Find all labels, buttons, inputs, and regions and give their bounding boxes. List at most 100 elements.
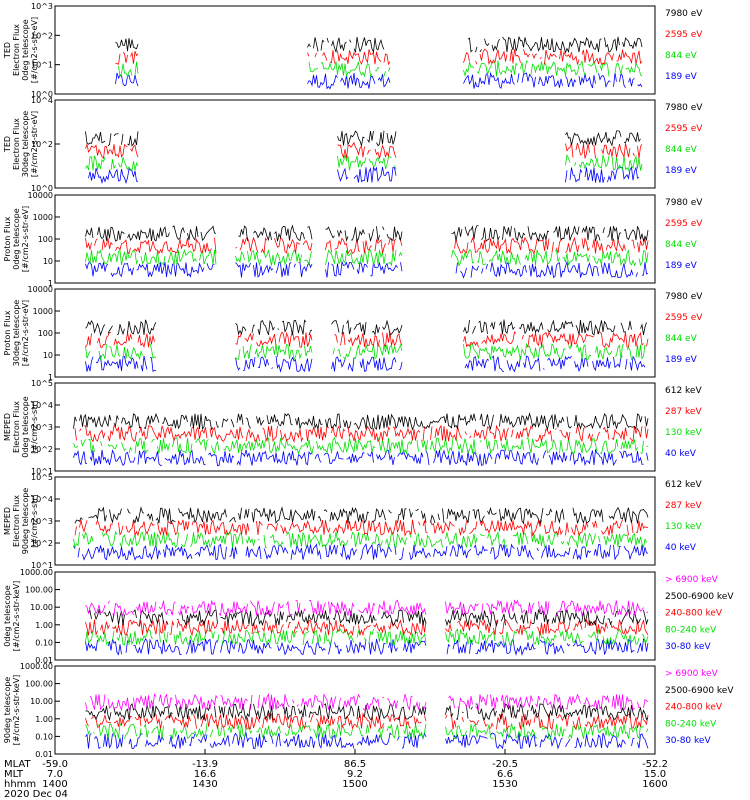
series-line-2 bbox=[74, 424, 649, 443]
y-tick-label: 1000.00 bbox=[20, 568, 53, 577]
y-axis-label: 0deg telescope bbox=[21, 396, 30, 457]
series-line-3 bbox=[85, 153, 643, 172]
footer-hhmm-value: 1400 bbox=[42, 779, 67, 790]
y-axis-label: TED bbox=[3, 42, 12, 59]
y-axis-label: 30deg telescope bbox=[12, 300, 21, 367]
legend-entry: 2595 eV bbox=[665, 30, 703, 40]
y-axis-label: [#/cm2-s-str-eV] bbox=[21, 300, 30, 366]
y-axis-label: Proton Flux bbox=[3, 216, 12, 261]
legend-entry: 2595 eV bbox=[665, 313, 703, 323]
legend-entry: 189 eV bbox=[665, 355, 698, 365]
y-axis-label: MEPED bbox=[3, 413, 12, 441]
panel-2: 10^0 10^2 10^4 TED Electron Flux 30deg telesc… bbox=[3, 96, 703, 193]
series-line-3 bbox=[118, 59, 643, 78]
y-axis-label: 90deg telescope bbox=[21, 488, 30, 555]
legend-entry: 2500-6900 keV bbox=[665, 686, 734, 696]
y-tick-label: 10^3 bbox=[31, 517, 53, 526]
y-tick-label: 100.00 bbox=[25, 586, 53, 595]
y-tick-label: 1.00 bbox=[35, 715, 53, 724]
series-line-2 bbox=[74, 519, 649, 538]
y-axis-label: MEPED bbox=[3, 507, 12, 535]
series-line-5 bbox=[85, 637, 649, 657]
series-line-1 bbox=[85, 130, 641, 147]
legend-entry: 844 eV bbox=[665, 240, 698, 250]
y-axis-label: [#/cm2-s-str-eV] bbox=[21, 206, 30, 272]
y-tick-label: 10^4 bbox=[31, 495, 53, 504]
y-tick-label: 10.00 bbox=[30, 603, 53, 612]
series-line-4 bbox=[73, 543, 649, 561]
y-tick-label: 10^2 bbox=[31, 539, 53, 548]
y-tick-label: 1000 bbox=[33, 213, 53, 222]
series-line-1 bbox=[74, 506, 649, 525]
y-axis-label: [#/cm2-s-str-eV] bbox=[30, 111, 39, 177]
y-tick-label: 10^1 bbox=[31, 467, 53, 476]
series-line-3 bbox=[85, 712, 649, 731]
legend-entry: > 6900 keV bbox=[665, 575, 719, 585]
y-tick-label: 10^3 bbox=[31, 2, 53, 11]
y-tick-label: 100 bbox=[38, 235, 53, 244]
footer-mlat-value: -13.9 bbox=[192, 759, 218, 770]
legend-entry: 30-80 keV bbox=[665, 642, 711, 652]
series-line-3 bbox=[73, 530, 647, 550]
legend-entry: 189 eV bbox=[665, 261, 698, 271]
y-tick-label: 10^2 bbox=[31, 140, 53, 149]
y-axis-label: Electron Flux bbox=[12, 495, 21, 547]
legend-entry: 240-800 keV bbox=[665, 703, 723, 713]
series-line-3 bbox=[85, 618, 649, 637]
legend-entry: 287 keV bbox=[665, 407, 702, 417]
series-line-4 bbox=[89, 167, 643, 183]
y-tick-label: 10^1 bbox=[31, 561, 53, 570]
legend-entry: > 6900 keV bbox=[665, 669, 719, 679]
y-tick-label: 10^3 bbox=[31, 423, 53, 432]
footer-hhmm-value: 1600 bbox=[642, 779, 667, 790]
footer-date: 2020 Dec 04 bbox=[4, 789, 68, 800]
y-tick-label: 100 bbox=[38, 329, 53, 338]
panels-group: 10^0 10^1 10^2 10^3 TED Electron Flux 0deg tel… bbox=[3, 2, 734, 759]
series-line-2 bbox=[85, 330, 649, 349]
series-line-2 bbox=[85, 141, 643, 160]
series-line-1 bbox=[85, 599, 649, 617]
y-tick-label: 10^2 bbox=[31, 445, 53, 454]
y-axis-label: 0deg telescope bbox=[21, 19, 30, 80]
footer-mlat-value: -20.5 bbox=[492, 759, 518, 770]
y-tick-label: 10000 bbox=[28, 285, 53, 294]
series-line-2 bbox=[85, 702, 649, 722]
series-line-1 bbox=[85, 319, 647, 337]
series-line-2 bbox=[85, 236, 649, 255]
y-tick-label: 10^0 bbox=[31, 184, 53, 193]
y-axis-label: Electron Flux bbox=[12, 118, 21, 170]
series-line-3 bbox=[73, 436, 649, 456]
legend-entry: 844 eV bbox=[665, 334, 698, 344]
panel-8: 0.01 0.10 1.00 10.00 100.00 1000.00 90deg tele… bbox=[3, 662, 734, 759]
footer-mlat-value: -52.2 bbox=[642, 759, 668, 770]
footer-mlt-value: 15.0 bbox=[644, 769, 666, 780]
panel-frame bbox=[54, 5, 656, 95]
footer-mlt-value: 7.0 bbox=[47, 769, 63, 780]
y-tick-label: 1.00 bbox=[35, 621, 53, 630]
panel-7: 0.01 0.10 1.00 10.00 100.00 1000.00 0deg teles… bbox=[3, 568, 734, 665]
legend-entry: 40 keV bbox=[665, 449, 697, 459]
series-line-5 bbox=[85, 731, 649, 750]
footer-hhmm-value: 1430 bbox=[192, 779, 217, 790]
panel-5: 10^1 10^2 10^3 10^4 10^5 MEPED Electron Flux 0d… bbox=[3, 379, 702, 476]
y-axis-label: [#/cm2-s-str-eV] bbox=[30, 17, 39, 83]
y-tick-label: 1000.00 bbox=[20, 662, 53, 671]
y-tick-label: 10 bbox=[43, 351, 53, 360]
legend-entry: 30-80 keV bbox=[665, 736, 711, 746]
panel-frame bbox=[54, 288, 656, 378]
series-line-4 bbox=[85, 260, 649, 279]
legend-entry: 612 keV bbox=[665, 480, 702, 490]
legend-entry: 2500-6900 keV bbox=[665, 592, 734, 602]
series-line-3 bbox=[85, 248, 649, 267]
y-axis-label: 90deg telescope bbox=[3, 677, 12, 744]
legend-entry: 7980 eV bbox=[665, 103, 703, 113]
panel-frame bbox=[54, 194, 656, 284]
footer-mlt-value: 6.6 bbox=[497, 769, 513, 780]
legend-entry: 7980 eV bbox=[665, 292, 703, 302]
series-line-1 bbox=[73, 412, 649, 431]
legend-entry: 80-240 keV bbox=[665, 719, 717, 729]
y-tick-label: 10.00 bbox=[30, 697, 53, 706]
footer-mlt-value: 16.6 bbox=[194, 769, 216, 780]
series-line-4 bbox=[115, 71, 643, 90]
